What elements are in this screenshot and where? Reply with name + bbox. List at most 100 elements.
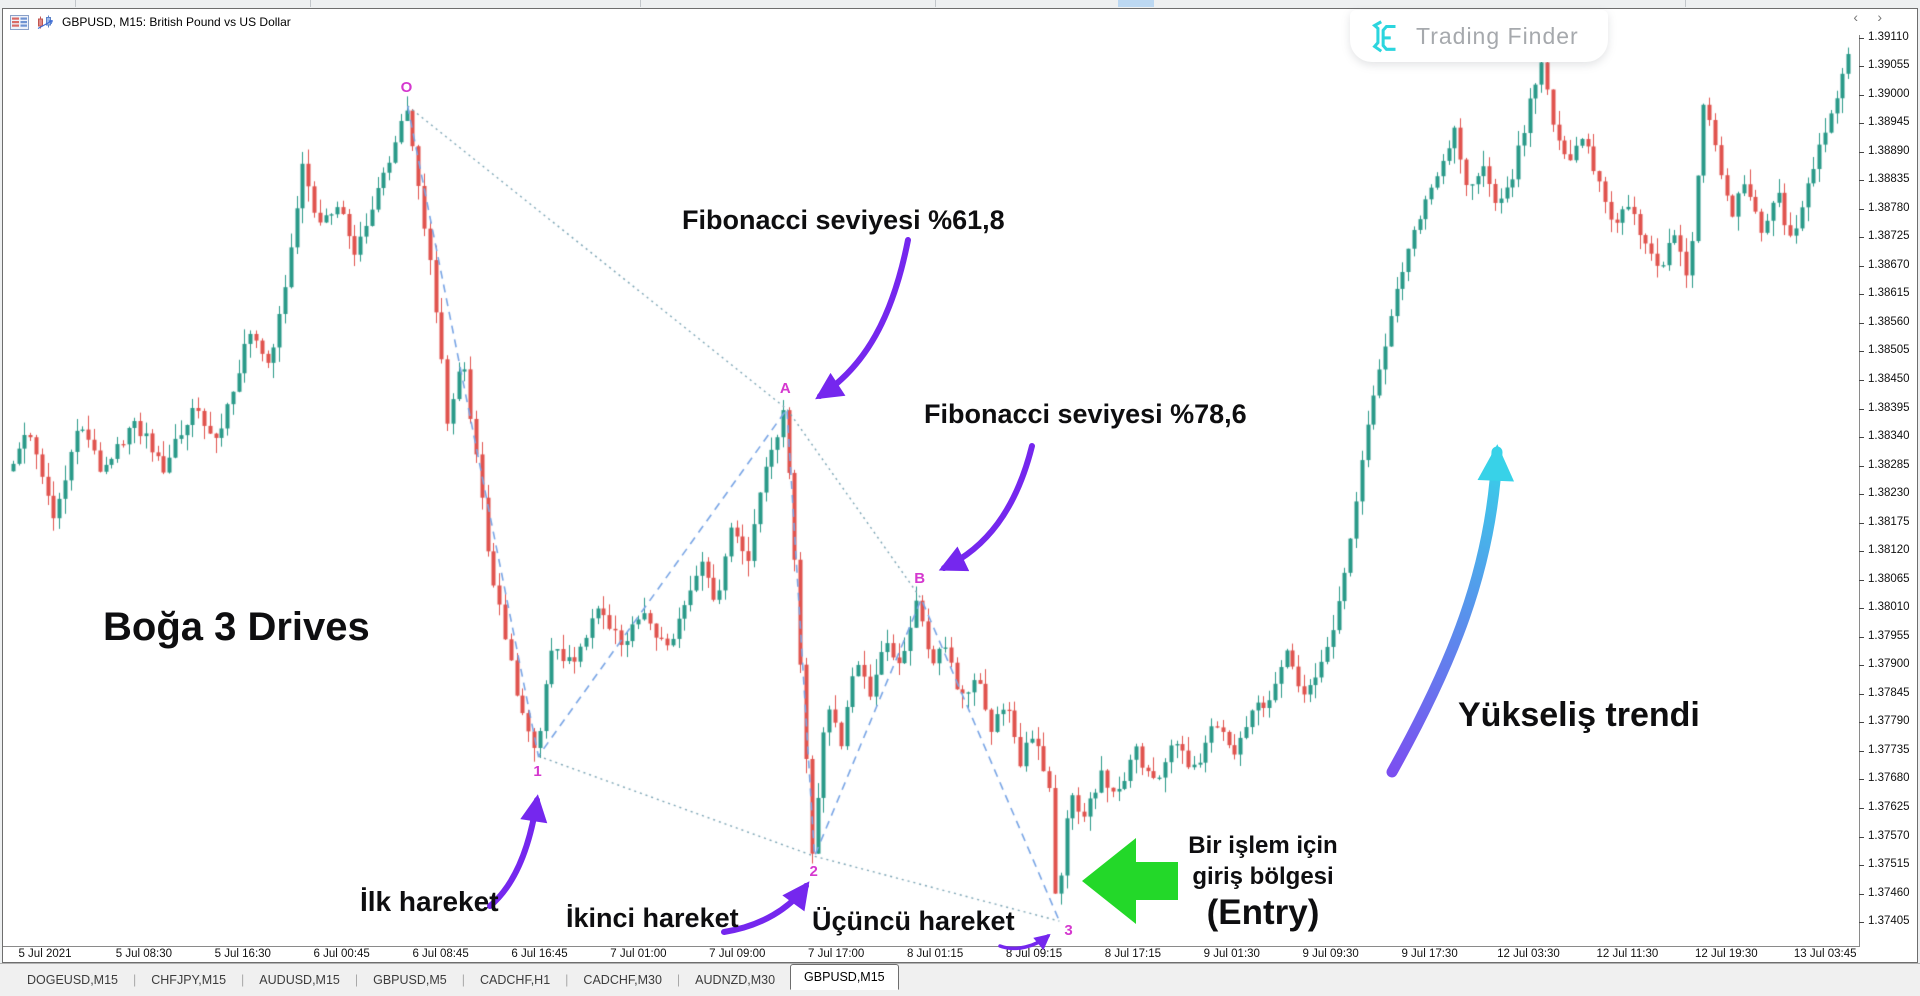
trading-finder-icon — [1371, 20, 1396, 53]
move2-label: İkinci hareket — [566, 903, 739, 933]
pattern-point-1: 1 — [533, 763, 542, 781]
time-axis-label: 12 Jul 03:30 — [1497, 948, 1560, 960]
chart-title-bar: GBPUSD, M15: British Pound vs US Dollar — [3, 9, 1917, 35]
bottom-tab-cadchf-m30[interactable]: CADCHF,M30 — [583, 973, 662, 987]
tab-separator: | — [241, 973, 245, 987]
candlestick-canvas[interactable] — [3, 35, 1858, 946]
chart-window: GBPUSD, M15: British Pound vs US Dollar … — [2, 8, 1918, 963]
price-axis[interactable]: 1.39110 1.39055 1.39000 1.38945 1.38890 1.388… — [1859, 31, 1917, 946]
price-axis-label: 1.37955 — [1868, 629, 1910, 642]
price-axis-separator — [1859, 35, 1860, 946]
candle-chart-icon — [37, 15, 53, 29]
time-axis-label: 12 Jul 19:30 — [1694, 948, 1758, 960]
pattern-point-O: O — [400, 79, 413, 97]
time-axis-label: 8 Jul 01:15 — [906, 948, 964, 960]
price-axis-tick — [1859, 66, 1864, 68]
price-axis-label: 1.38890 — [1868, 144, 1910, 157]
price-axis-tick — [1859, 379, 1864, 381]
price-axis-label: 1.39110 — [1868, 30, 1909, 43]
price-axis-label: 1.37680 — [1868, 772, 1910, 785]
tab-separator: | — [133, 973, 137, 987]
price-axis-label: 1.38615 — [1868, 287, 1910, 300]
price-axis-label: 1.37460 — [1868, 886, 1910, 899]
tab-separator: | — [461, 973, 466, 987]
price-axis-label: 1.38560 — [1868, 315, 1910, 328]
bottom-tab-cadchf-h1[interactable]: CADCHF,H1 — [480, 973, 551, 987]
pattern-title-label: Boğa 3 Drives — [103, 605, 370, 649]
price-axis-tick — [1859, 294, 1864, 296]
move3-label: Üçüncü hareket — [812, 906, 1015, 936]
price-axis-label: 1.37735 — [1868, 743, 1910, 756]
price-axis-tick — [1859, 437, 1864, 439]
time-axis-label: 9 Jul 09:30 — [1302, 948, 1359, 960]
price-axis-label: 1.38395 — [1868, 401, 1910, 414]
price-axis-tick — [1859, 836, 1864, 838]
quotes-table-icon — [10, 14, 29, 30]
price-axis-tick — [1859, 722, 1864, 724]
bottom-tab-gbpusd-m5[interactable]: GBPUSD,M5 — [373, 973, 447, 987]
price-axis-tick — [1859, 522, 1864, 524]
entry-label: Bir işlem için giriş bölgesi (Entry) — [1178, 830, 1348, 934]
price-axis-label: 1.38725 — [1868, 230, 1910, 243]
time-axis-label: 9 Jul 17:30 — [1401, 948, 1458, 960]
price-axis-tick — [1859, 551, 1864, 553]
bottom-tab-gbpusd-m15[interactable]: GBPUSD,M15 — [790, 964, 899, 990]
time-axis-label: 7 Jul 09:00 — [709, 948, 766, 960]
price-axis-label: 1.38945 — [1868, 116, 1910, 129]
price-axis-tick — [1859, 922, 1864, 924]
time-axis-label: 7 Jul 01:00 — [610, 948, 667, 960]
price-axis-tick — [1859, 351, 1864, 353]
window-title: GBPUSD, M15: British Pound vs US Dollar — [62, 15, 291, 29]
time-axis-label: 6 Jul 08:45 — [412, 948, 469, 960]
price-axis-label: 1.38450 — [1868, 372, 1910, 385]
price-axis-label: 1.38780 — [1868, 201, 1910, 214]
price-axis-label: 1.37790 — [1868, 715, 1910, 728]
price-axis-label: 1.38835 — [1868, 173, 1910, 186]
tab-next-button[interactable]: › — [1877, 9, 1882, 25]
toolbar-highlight — [1118, 0, 1154, 7]
tab-separator: | — [676, 973, 681, 987]
price-axis-label: 1.38285 — [1868, 458, 1910, 471]
price-axis-label: 1.37900 — [1868, 658, 1910, 671]
bottom-tab-audusd-m15[interactable]: AUDUSD,M15 — [259, 973, 340, 987]
tab-items: DOGEUSD,M15 | CHFJPY,M15 | AUDUSD,M15 | GBPUSD… — [16, 964, 899, 993]
price-axis-tick — [1859, 408, 1864, 410]
price-axis-label: 1.38505 — [1868, 344, 1910, 357]
time-axis-label: 5 Jul 08:30 — [115, 948, 173, 960]
price-axis-tick — [1859, 151, 1864, 153]
price-axis-label: 1.37405 — [1868, 915, 1910, 928]
pattern-point-B: B — [914, 569, 926, 587]
time-axis-label: 7 Jul 17:00 — [808, 948, 865, 960]
bottom-tab-audnzd-m30[interactable]: AUDNZD,M30 — [695, 973, 776, 987]
time-axis-label: 6 Jul 16:45 — [511, 948, 568, 960]
time-axis-label: 5 Jul 16:30 — [214, 948, 271, 960]
price-axis-tick — [1859, 636, 1864, 638]
time-axis-label: 6 Jul 00:45 — [313, 948, 370, 960]
price-axis-tick — [1859, 208, 1864, 210]
time-axis-label: 13 Jul 03:45 — [1793, 948, 1857, 960]
price-axis-label: 1.39000 — [1868, 87, 1910, 100]
price-axis-tick — [1859, 750, 1864, 752]
price-axis-tick — [1859, 180, 1864, 182]
price-axis-tick — [1859, 465, 1864, 467]
fib-618-label: Fibonacci seviyesi %61,8 — [682, 205, 1005, 235]
fib-786-label: Fibonacci seviyesi %78,6 — [924, 399, 1247, 429]
toolbar-remnant-strip — [0, 0, 1920, 8]
price-axis-tick — [1859, 237, 1864, 239]
bottom-tab-dogeusd-m15[interactable]: DOGEUSD,M15 — [27, 973, 118, 987]
bottom-tab-chfjpy-m15[interactable]: CHFJPY,M15 — [151, 973, 227, 987]
tab-separator: | — [354, 973, 359, 987]
time-axis[interactable]: 5 Jul 2021 5 Jul 08:30 5 Jul 16:30 6 Jul 00… — [3, 946, 1860, 962]
entry-label-line2: giriş bölgesi — [1192, 863, 1334, 890]
toolbar-divider — [1685, 0, 1686, 7]
price-axis-tick — [1859, 808, 1864, 809]
price-axis-tick — [1859, 265, 1864, 267]
tab-prev-button[interactable]: ‹ — [1853, 9, 1858, 25]
price-axis-tick — [1859, 693, 1864, 695]
price-axis-label: 1.39055 — [1868, 59, 1910, 72]
price-axis-tick — [1859, 865, 1864, 867]
pattern-point-3: 3 — [1064, 922, 1073, 940]
price-axis-tick — [1859, 494, 1864, 496]
time-axis-label: 8 Jul 17:15 — [1104, 948, 1162, 960]
